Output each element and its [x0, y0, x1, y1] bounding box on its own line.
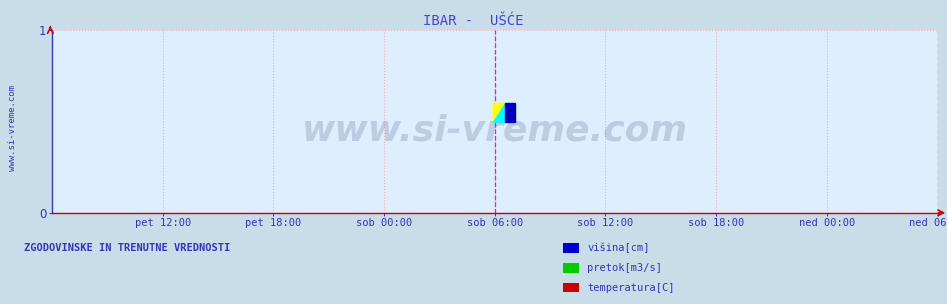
- Polygon shape: [493, 103, 505, 122]
- Polygon shape: [493, 103, 505, 122]
- Text: temperatura[C]: temperatura[C]: [587, 283, 674, 292]
- Text: www.si-vreme.com: www.si-vreme.com: [302, 114, 688, 148]
- Bar: [505, 103, 515, 122]
- Text: IBAR -  UŠĆE: IBAR - UŠĆE: [423, 14, 524, 28]
- Text: ZGODOVINSKE IN TRENUTNE VREDNOSTI: ZGODOVINSKE IN TRENUTNE VREDNOSTI: [24, 243, 230, 253]
- Text: www.si-vreme.com: www.si-vreme.com: [8, 85, 17, 171]
- Text: pretok[m3/s]: pretok[m3/s]: [587, 263, 662, 273]
- Text: višina[cm]: višina[cm]: [587, 243, 650, 253]
